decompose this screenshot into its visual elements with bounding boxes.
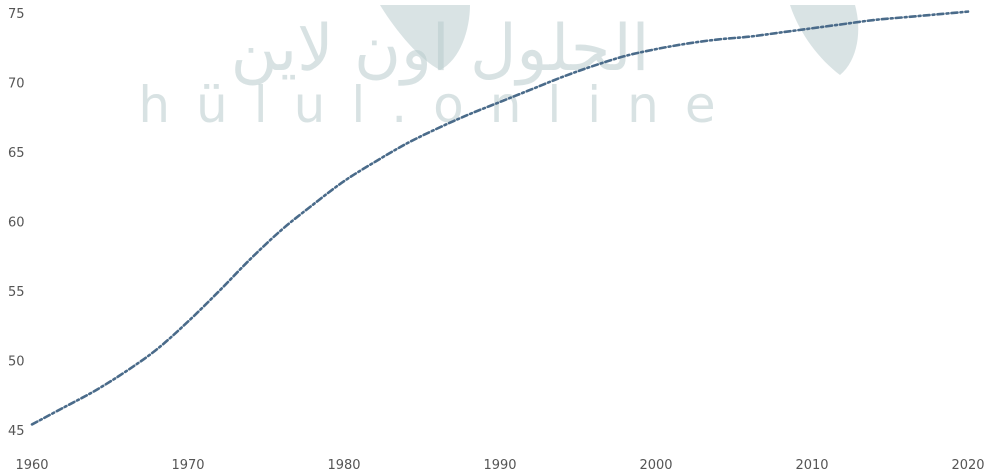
x-axis-ticks: 1960 1970 1980 1990 2000 2010 2020 [15, 458, 984, 473]
x-tick-label: 2010 [795, 458, 828, 473]
y-tick-label: 45 [8, 424, 25, 439]
y-tick-label: 70 [8, 77, 25, 92]
y-tick-label: 60 [8, 216, 25, 231]
x-tick-label: 1990 [483, 458, 516, 473]
x-tick-label: 1980 [327, 458, 360, 473]
series-line [30, 10, 970, 426]
watermark-latin-text: hülul.online [138, 76, 741, 134]
y-axis-ticks: 45 50 55 60 65 70 75 [8, 7, 25, 439]
watermark-arc-left [380, 5, 470, 70]
series-group [30, 10, 970, 426]
y-tick-label: 50 [8, 355, 25, 370]
y-tick-label: 65 [8, 146, 25, 161]
x-tick-label: 1970 [171, 458, 204, 473]
y-tick-label: 75 [8, 7, 25, 22]
watermark-arc-right [790, 5, 859, 75]
watermark-arabic-text: الحلول اون لاين [231, 12, 650, 86]
x-tick-label: 2020 [951, 458, 984, 473]
x-tick-label: 1960 [15, 458, 48, 473]
watermark: الحلول اون لاين hülul.online [138, 5, 859, 134]
y-tick-label: 55 [8, 285, 25, 300]
x-tick-label: 2000 [639, 458, 672, 473]
